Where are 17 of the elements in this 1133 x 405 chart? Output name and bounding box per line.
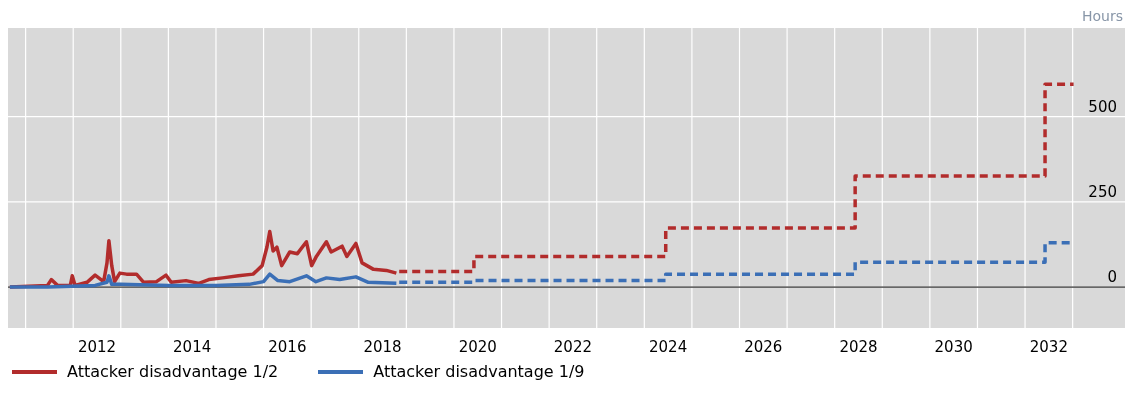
- x-tick-label: 2020: [458, 338, 497, 356]
- y-tick-label: 500: [1088, 97, 1117, 116]
- x-tick-label: 2030: [934, 338, 973, 356]
- x-tick-label: 2022: [553, 338, 593, 356]
- y-axis-title: Hours: [1081, 8, 1123, 24]
- legend-label: Attacker disadvantage 1/9: [373, 362, 585, 381]
- legend-label: Attacker disadvantage 1/2: [67, 362, 279, 381]
- y-tick-label: 250: [1088, 183, 1117, 202]
- x-tick-label: 2028: [839, 338, 878, 356]
- x-tick-label: 2014: [173, 338, 212, 356]
- x-tick-label: 2012: [77, 338, 117, 356]
- x-tick-label: 2018: [363, 338, 402, 356]
- x-tick-label: 2024: [649, 338, 688, 356]
- x-tick-label: 2016: [268, 338, 307, 356]
- y-tick-label: 0: [1107, 268, 1117, 287]
- x-tick-label: 2026: [744, 338, 783, 356]
- x-tick-label: 2032: [1029, 338, 1068, 356]
